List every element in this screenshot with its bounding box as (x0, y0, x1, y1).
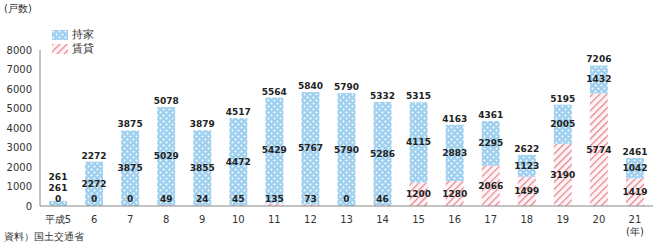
svg-text:16: 16 (448, 214, 461, 225)
svg-text:4472: 4472 (226, 157, 251, 167)
svg-text:4361: 4361 (478, 110, 503, 120)
svg-text:0: 0 (91, 194, 97, 204)
svg-text:4517: 4517 (226, 107, 251, 117)
svg-text:0: 0 (343, 194, 349, 204)
svg-text:1123: 1123 (514, 161, 539, 171)
svg-text:2883: 2883 (442, 148, 467, 158)
svg-text:1200: 1200 (406, 189, 431, 199)
svg-text:(年): (年) (626, 226, 644, 237)
svg-text:5029: 5029 (154, 151, 179, 161)
svg-text:8: 8 (163, 214, 169, 225)
svg-text:73: 73 (304, 194, 317, 204)
svg-text:3000: 3000 (7, 142, 32, 153)
svg-text:2005: 2005 (550, 119, 575, 129)
svg-text:5767: 5767 (298, 143, 323, 153)
svg-text:5774: 5774 (586, 145, 611, 155)
html-text:賃貸: 賃貸 (72, 42, 94, 55)
svg-text:2622: 2622 (514, 144, 539, 154)
svg-text:5332: 5332 (370, 91, 395, 101)
svg-text:7206: 7206 (586, 54, 611, 64)
svg-text:24: 24 (196, 194, 209, 204)
svg-text:135: 135 (265, 194, 284, 204)
svg-text:4000: 4000 (7, 123, 32, 134)
html-text:持家: 持家 (72, 28, 94, 41)
svg-text:5790: 5790 (334, 145, 359, 155)
svg-text:2066: 2066 (478, 181, 503, 191)
svg-text:1432: 1432 (586, 74, 611, 84)
svg-text:2295: 2295 (478, 138, 503, 148)
svg-text:1000: 1000 (7, 181, 32, 192)
svg-text:5840: 5840 (298, 81, 323, 91)
svg-text:5429: 5429 (262, 145, 287, 155)
svg-text:6: 6 (91, 214, 97, 225)
svg-text:3875: 3875 (118, 119, 143, 129)
svg-text:0: 0 (26, 201, 32, 212)
svg-text:19: 19 (556, 214, 569, 225)
svg-text:2000: 2000 (7, 162, 32, 173)
svg-text:1280: 1280 (442, 189, 467, 199)
html-text:資料）国土交通省: 資料）国土交通省 (4, 231, 84, 242)
svg-text:17: 17 (484, 214, 497, 225)
svg-text:4115: 4115 (406, 137, 431, 147)
svg-text:45: 45 (232, 194, 245, 204)
svg-text:6000: 6000 (7, 84, 32, 95)
svg-text:0: 0 (127, 194, 133, 204)
svg-text:8000: 8000 (7, 45, 32, 56)
svg-text:9: 9 (199, 214, 205, 225)
svg-text:261: 261 (49, 183, 68, 193)
svg-text:18: 18 (520, 214, 533, 225)
svg-text:2272: 2272 (82, 179, 107, 189)
svg-text:21: 21 (629, 214, 642, 225)
svg-text:1042: 1042 (622, 163, 647, 173)
svg-text:7: 7 (127, 214, 133, 225)
svg-text:2272: 2272 (82, 151, 107, 161)
svg-text:10: 10 (232, 214, 245, 225)
svg-text:3190: 3190 (550, 170, 575, 180)
svg-text:261: 261 (49, 172, 68, 182)
svg-text:3855: 3855 (190, 163, 215, 173)
svg-text:5790: 5790 (334, 82, 359, 92)
svg-text:5195: 5195 (550, 94, 575, 104)
svg-text:5315: 5315 (406, 91, 431, 101)
svg-text:5286: 5286 (370, 149, 395, 159)
svg-text:1419: 1419 (622, 187, 647, 197)
svg-text:4163: 4163 (442, 114, 467, 124)
svg-text:11: 11 (268, 214, 281, 225)
svg-text:49: 49 (160, 194, 173, 204)
svg-text:2461: 2461 (622, 147, 647, 157)
svg-text:0: 0 (55, 194, 61, 204)
svg-text:5564: 5564 (262, 87, 287, 97)
svg-text:14: 14 (376, 214, 389, 225)
svg-text:3875: 3875 (118, 163, 143, 173)
svg-text:12: 12 (304, 214, 317, 225)
svg-text:5000: 5000 (7, 103, 32, 114)
html-text:(戸数): (戸数) (4, 3, 32, 14)
svg-text:7000: 7000 (7, 64, 32, 75)
svg-text:1499: 1499 (514, 186, 539, 196)
svg-text:平成5: 平成5 (45, 214, 71, 225)
svg-text:46: 46 (376, 194, 389, 204)
svg-text:13: 13 (340, 214, 353, 225)
svg-text:3879: 3879 (190, 119, 215, 129)
svg-text:5078: 5078 (154, 96, 179, 106)
svg-text:15: 15 (412, 214, 425, 225)
svg-text:20: 20 (593, 214, 606, 225)
